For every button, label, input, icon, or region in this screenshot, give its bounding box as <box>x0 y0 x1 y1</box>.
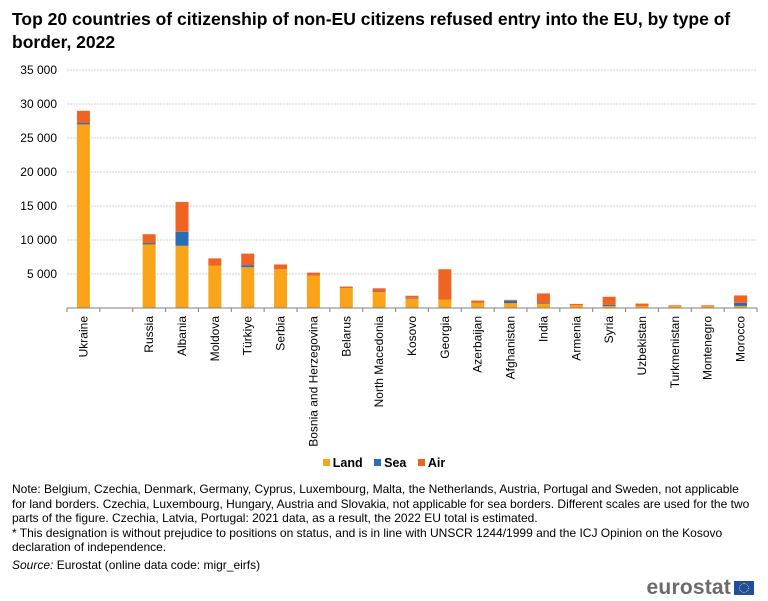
bar-segment-sea <box>175 231 189 246</box>
legend-swatch-sea <box>374 459 382 466</box>
note-text: Note: Belgium, Czechia, Denmark, Germany… <box>12 482 750 526</box>
x-tick-label: Syria <box>602 316 616 344</box>
bar-segment-air <box>175 201 189 232</box>
bar-segment-land <box>208 265 222 308</box>
x-tick-label: Serbia <box>274 316 288 351</box>
bar-segment-air <box>306 272 320 276</box>
legend-label: Land <box>332 456 363 470</box>
footnote-text: * This designation is without prejudice … <box>12 525 723 555</box>
y-tick-label: 20 000 <box>20 165 57 179</box>
bar-segment-air <box>142 234 156 244</box>
x-tick-label: Azerbaijan <box>471 316 485 373</box>
bar-segment-sea <box>504 300 518 304</box>
bar-segment-air <box>635 303 649 306</box>
bar-segment-land <box>569 305 583 308</box>
bar-segment-air <box>274 264 288 270</box>
logo-text: eurostat <box>646 576 731 599</box>
x-tick-label: Morocco <box>734 316 748 362</box>
bar-segment-sea <box>405 297 419 299</box>
bar-segment-air <box>241 253 255 266</box>
bar-segment-air <box>372 288 386 292</box>
y-tick-label: 30 000 <box>20 97 57 111</box>
x-tick-label: Armenia <box>569 316 583 361</box>
bar-segment-land <box>405 298 419 308</box>
notes: Note: Belgium, Czechia, Denmark, Germany… <box>12 482 752 573</box>
x-tick-label: Moldova <box>208 316 222 362</box>
bar-segment-air <box>339 286 353 289</box>
bar-segment-air <box>701 305 715 306</box>
bar-segment-air <box>569 303 583 306</box>
x-tick-label: Ukraine <box>76 316 90 358</box>
bar-segment-land <box>274 269 288 308</box>
x-tick-label: North Macedonia <box>372 316 386 408</box>
bar-segment-air <box>504 299 518 301</box>
bar-segment-land <box>471 302 485 308</box>
bar-segment-land <box>306 275 320 308</box>
source-line: Source: Eurostat (online data code: migr… <box>12 558 752 573</box>
bar-segment-air <box>471 300 485 303</box>
bar-segment-land <box>668 305 682 308</box>
eurostat-logo: eurostat <box>647 576 754 600</box>
bar-segment-land <box>372 292 386 308</box>
eu-flag-icon <box>734 581 754 595</box>
bar-segment-air <box>668 305 682 306</box>
bar-segment-land <box>536 303 550 308</box>
bar-segment-sea <box>734 302 748 306</box>
bar-segment-sea <box>602 304 616 306</box>
bar-segment-sea <box>241 265 255 268</box>
bar-chart: 5 000 10 000 15 000 20 000 25 000 30 000 35 00… <box>20 63 758 447</box>
source-text: Eurostat (online data code: migr_eirfs) <box>53 557 261 572</box>
x-tick-label: Georgia <box>438 316 452 359</box>
bar-segment-sea <box>142 243 156 245</box>
y-tick-label: 25 000 <box>20 131 57 145</box>
x-tick-label: Montenegro <box>701 316 715 380</box>
y-tick-label: 15 000 <box>20 199 57 213</box>
legend-label: Air <box>427 456 446 470</box>
bar-segment-land <box>701 305 715 308</box>
bar-segment-land <box>504 303 518 308</box>
legend-label: Sea <box>384 456 407 470</box>
bar-segment-air <box>405 295 419 298</box>
x-tick-label: Albania <box>175 316 189 356</box>
x-tick-label: Turkmenistan <box>668 316 682 388</box>
bar-segment-land <box>602 305 616 308</box>
x-tick-label: Russia <box>142 316 156 353</box>
bar-segment-land <box>76 124 90 309</box>
x-tick-label: Afghanistan <box>504 316 518 379</box>
legend: Land Sea Air <box>0 456 768 470</box>
bar-segment-sea <box>76 123 90 125</box>
bar-segment-land <box>142 244 156 308</box>
y-tick-label: 5 000 <box>27 267 57 281</box>
x-tick-label: Belarus <box>339 316 353 357</box>
legend-item-sea: Sea <box>374 456 406 470</box>
bar-segment-air <box>208 258 222 266</box>
x-tick-label: Türkiye <box>241 316 255 356</box>
x-tick-label: Bosnia and Herzegovina <box>306 316 320 447</box>
y-tick-label: 35 000 <box>20 63 57 77</box>
bar-segment-land <box>734 305 748 308</box>
legend-item-air: Air <box>417 456 446 470</box>
source-label: Source: <box>12 557 54 572</box>
bar-segment-air <box>76 110 90 124</box>
bar-segment-sea <box>372 291 386 293</box>
x-tick-label: Kosovo <box>405 316 419 356</box>
bar-segment-land <box>241 267 255 308</box>
bar-segment-land <box>438 299 452 308</box>
y-tick-label: 10 000 <box>20 233 57 247</box>
bar-segment-air <box>734 295 748 303</box>
bar-segment-air <box>602 296 616 305</box>
x-tick-label: Uzbekistan <box>635 316 649 375</box>
bar-segment-sea <box>536 303 550 304</box>
bar-segment-land <box>635 305 649 308</box>
chart-title: Top 20 countries of citizenship of non-E… <box>12 9 731 52</box>
legend-item-land: Land <box>322 456 363 470</box>
bar-segment-air <box>438 269 452 300</box>
bar-segment-land <box>175 245 189 308</box>
legend-swatch-land <box>322 459 330 466</box>
legend-swatch-air <box>417 459 425 466</box>
bar-segment-land <box>339 288 353 308</box>
x-tick-label: India <box>536 316 550 342</box>
bar-segment-air <box>536 293 550 304</box>
